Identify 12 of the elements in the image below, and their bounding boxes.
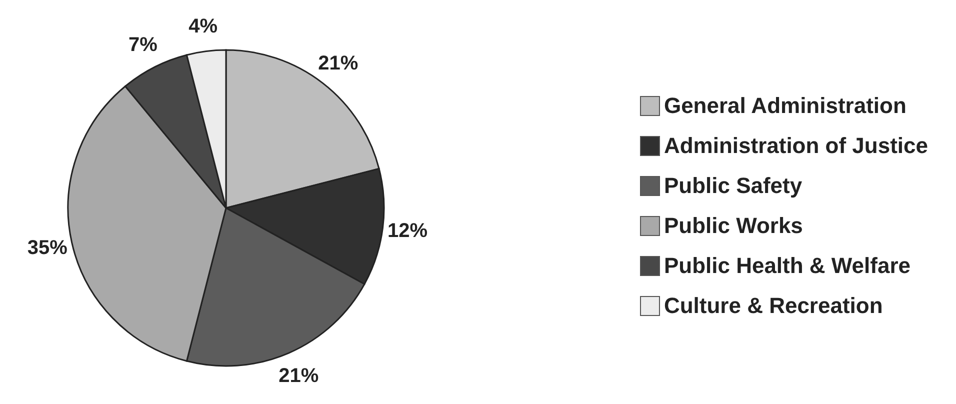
legend-label: Public Health & Welfare (664, 252, 910, 280)
data-label: 21% (318, 52, 358, 74)
legend-label: Public Safety (664, 172, 802, 200)
data-label: 4% (188, 15, 218, 38)
data-label: 12% (388, 220, 428, 242)
legend-label: Administration of Justice (664, 132, 928, 160)
legend-label: Public Works (664, 212, 803, 240)
legend-label: General Administration (664, 92, 906, 120)
data-label: 21% (278, 364, 319, 387)
legend-label: Culture & Recreation (664, 292, 883, 320)
data-label: 7% (128, 34, 158, 56)
data-label: 35% (27, 236, 68, 259)
